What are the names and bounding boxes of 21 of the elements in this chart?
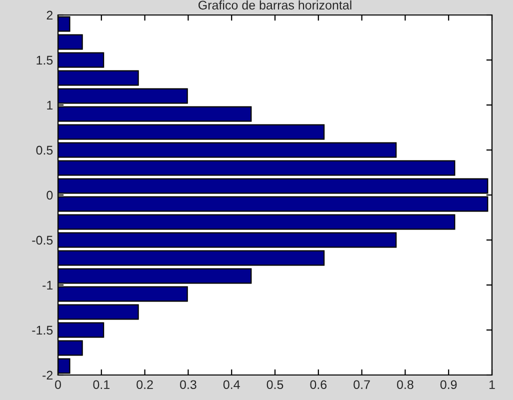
x-tick-label: 1: [489, 380, 495, 389]
y-tick-label: 0: [46, 190, 53, 200]
x-tick-label: 0.7: [354, 380, 370, 390]
x-tick-label: 0.3: [180, 380, 196, 390]
y-tick-label: 1: [47, 100, 53, 110]
y-tick-label: 2: [46, 10, 53, 20]
x-tick-label: 0.2: [136, 380, 153, 390]
x-tick-label: 0.5: [266, 380, 284, 390]
x-tick-label: 0.9: [440, 380, 457, 390]
y-tick-label: -1.5: [32, 326, 53, 335]
y-tick-label: 0.5: [36, 146, 53, 155]
y-tick-label: -0.5: [32, 236, 53, 245]
x-tick-label: 0.4: [223, 380, 240, 390]
x-tick-label: 0.8: [397, 380, 414, 390]
x-tick-label: 0.1: [93, 380, 110, 390]
y-tick-label: 1.5: [36, 56, 53, 65]
x-tick-label: 0.6: [310, 380, 327, 390]
chart-title: Grafico de barras horizontal: [198, 0, 352, 10]
y-tick-label: -2: [42, 370, 53, 380]
x-tick-label: 0: [55, 380, 61, 390]
y-tick-label: -1: [42, 280, 53, 290]
